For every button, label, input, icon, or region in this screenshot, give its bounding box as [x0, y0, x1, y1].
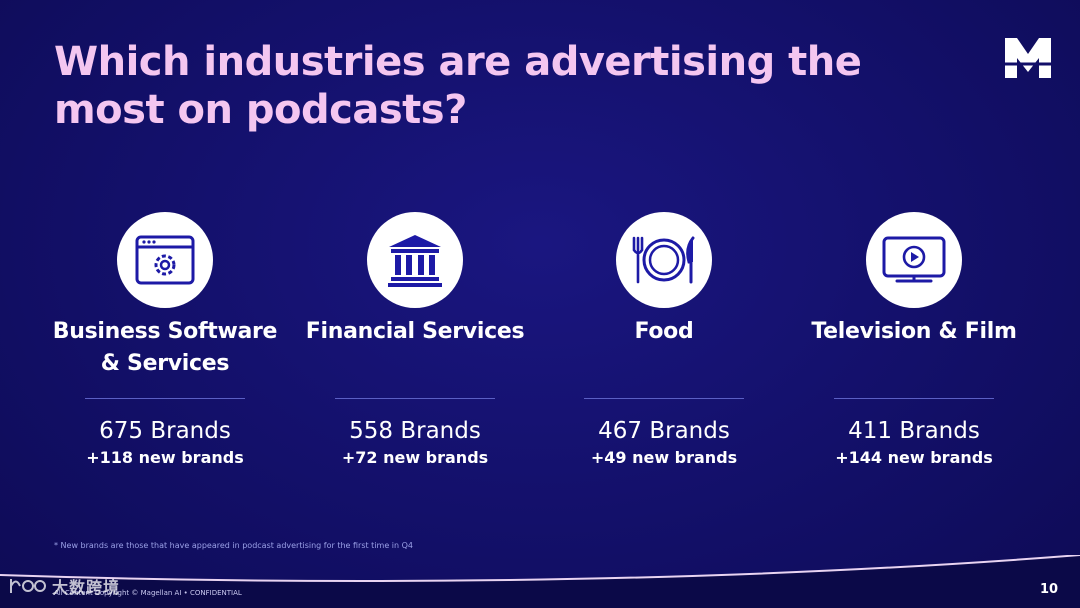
industry-name: Business Software & Services [52, 319, 278, 376]
bottom-wave [0, 555, 1080, 608]
bank-icon [367, 212, 463, 308]
tv-play-icon [866, 212, 962, 308]
new-brand-count: +118 new brands [86, 448, 244, 467]
page-number: 10 [1040, 582, 1059, 597]
industry-name: Food [634, 319, 694, 344]
industry-card-financial-services: Financial Services 558 Brands +72 new br… [300, 212, 530, 468]
plate-cutlery-icon [616, 212, 712, 308]
industry-name: Financial Services [305, 319, 525, 344]
industry-name: Television & Film [811, 319, 1017, 344]
watermark-logo-icon [10, 579, 46, 593]
magellan-logo-icon [1005, 38, 1051, 78]
browser-gear-icon [117, 212, 213, 308]
copyright: All Content Copyright © Magellan AI • CO… [54, 589, 242, 597]
brand-count: 558 Brands [349, 418, 481, 444]
industry-card-television-film: Television & Film 411 Brands +144 new br… [799, 212, 1029, 468]
new-brand-count: +72 new brands [341, 448, 489, 467]
industry-card-food: Food 467 Brands +49 new brands [549, 212, 779, 468]
new-brand-count: +49 new brands [590, 448, 738, 467]
divider [335, 398, 495, 399]
divider [834, 398, 994, 399]
footnote: * New brands are those that have appeare… [54, 541, 414, 550]
new-brand-count: +144 new brands [835, 448, 993, 467]
watermark: 大数跨境 [8, 574, 120, 598]
divider [85, 398, 245, 399]
brand-count: 675 Brands [99, 418, 231, 444]
divider [584, 398, 744, 399]
brand-count: 467 Brands [598, 418, 730, 444]
page-title: Which industries are advertising the mos… [54, 39, 862, 133]
brand-count: 411 Brands [848, 418, 980, 444]
industry-card-business-software: Business Software & Services 675 Brands … [50, 212, 280, 468]
watermark-text: 大数跨境 [52, 578, 121, 597]
